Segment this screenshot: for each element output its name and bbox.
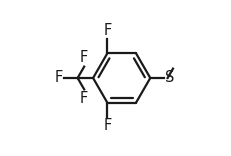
Text: F: F — [103, 118, 112, 133]
Text: F: F — [55, 71, 63, 85]
Text: F: F — [80, 91, 88, 106]
Text: F: F — [103, 23, 112, 38]
Text: S: S — [165, 71, 174, 85]
Text: F: F — [80, 50, 88, 65]
